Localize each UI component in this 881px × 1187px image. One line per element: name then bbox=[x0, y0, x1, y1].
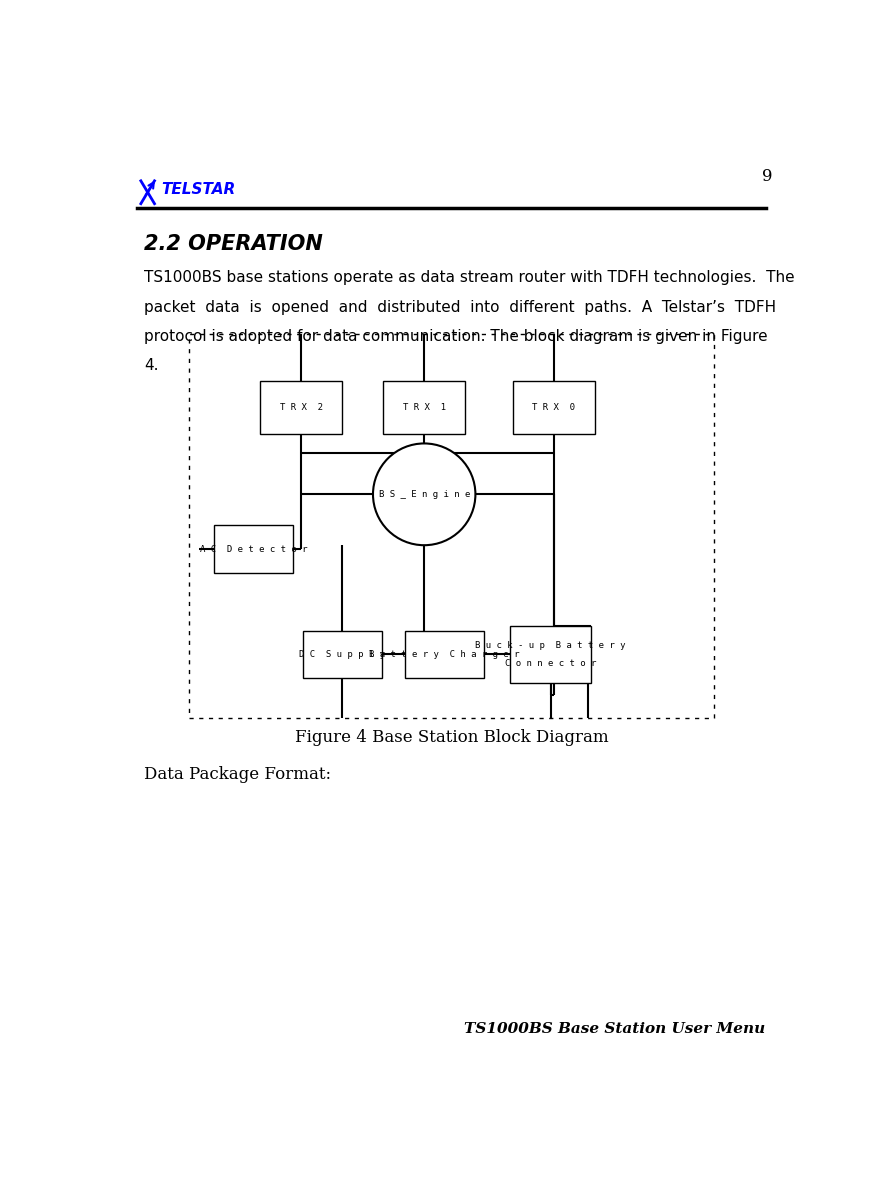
Bar bbox=[405, 630, 484, 678]
Bar bbox=[214, 526, 292, 573]
Text: T R X  1: T R X 1 bbox=[403, 404, 446, 412]
Bar bbox=[261, 381, 342, 434]
Text: B S _ E n g i n e: B S _ E n g i n e bbox=[379, 490, 470, 499]
Bar bbox=[383, 381, 465, 434]
Text: Data Package Format:: Data Package Format: bbox=[144, 766, 331, 782]
Text: 4.: 4. bbox=[144, 358, 159, 373]
Text: T R X  2: T R X 2 bbox=[280, 404, 322, 412]
Bar bbox=[509, 626, 591, 683]
Text: 2.2 OPERATION: 2.2 OPERATION bbox=[144, 234, 323, 254]
Text: T R X  0: T R X 0 bbox=[532, 404, 575, 412]
Text: B u c k - u p  B a t t e r y: B u c k - u p B a t t e r y bbox=[475, 641, 626, 649]
Text: TS1000BS Base Station User Menu: TS1000BS Base Station User Menu bbox=[464, 1022, 766, 1036]
Text: TS1000BS base stations operate as data stream router with TDFH technologies.  Th: TS1000BS base stations operate as data s… bbox=[144, 271, 795, 285]
Text: Figure 4 Base Station Block Diagram: Figure 4 Base Station Block Diagram bbox=[295, 729, 608, 747]
Text: D C  S u p p l y: D C S u p p l y bbox=[300, 649, 385, 659]
Ellipse shape bbox=[373, 444, 476, 545]
Bar bbox=[189, 335, 714, 718]
Text: 9: 9 bbox=[762, 169, 773, 185]
Text: B a t t e r y  C h a r g e r: B a t t e r y C h a r g e r bbox=[369, 649, 520, 659]
Text: TELSTAR: TELSTAR bbox=[161, 183, 235, 197]
Bar bbox=[303, 630, 381, 678]
Text: A C  D e t e c t o r: A C D e t e c t o r bbox=[200, 545, 307, 553]
Bar bbox=[513, 381, 595, 434]
Text: C o n n e c t o r: C o n n e c t o r bbox=[505, 659, 596, 668]
Text: packet  data  is  opened  and  distributed  into  different  paths.  A  Telstar’: packet data is opened and distributed in… bbox=[144, 299, 776, 315]
Text: protocol is adopted for data communication. The block diagram is given in Figure: protocol is adopted for data communicati… bbox=[144, 329, 768, 344]
